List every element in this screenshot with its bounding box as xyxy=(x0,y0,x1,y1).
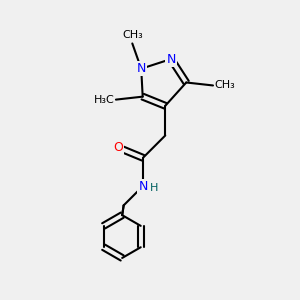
Text: H₃C: H₃C xyxy=(94,94,115,105)
Text: H: H xyxy=(150,182,158,193)
Text: CH₃: CH₃ xyxy=(214,80,235,91)
Text: CH₃: CH₃ xyxy=(122,30,143,40)
Text: N: N xyxy=(136,62,146,75)
Text: N: N xyxy=(138,179,148,193)
Text: N: N xyxy=(166,52,176,65)
Text: O: O xyxy=(113,141,123,154)
